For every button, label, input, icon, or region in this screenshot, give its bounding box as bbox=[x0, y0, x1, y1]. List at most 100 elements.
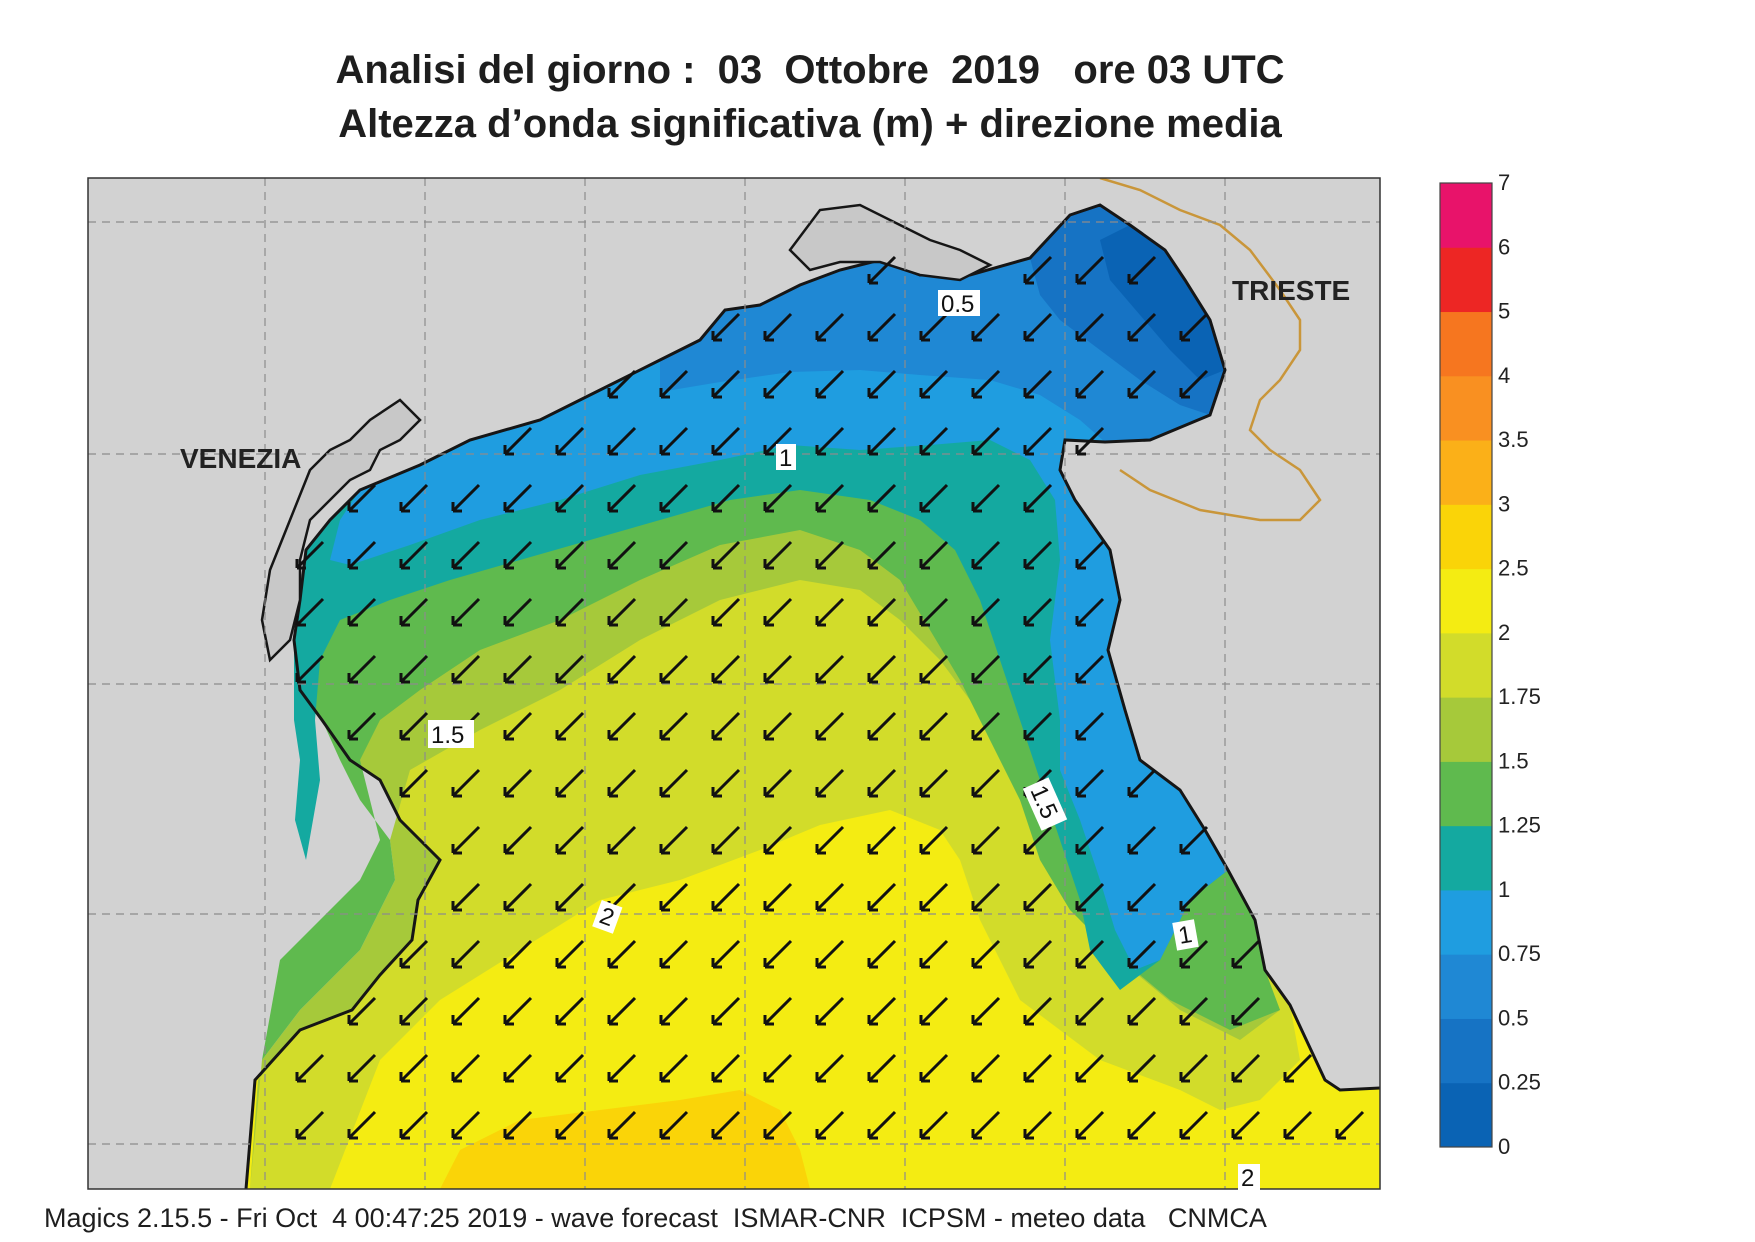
wave-arrow bbox=[1075, 1053, 1105, 1083]
wave-arrow bbox=[763, 483, 793, 513]
wave-arrow bbox=[1075, 369, 1105, 399]
legend-swatch bbox=[1440, 183, 1492, 248]
legend-level-label: 6 bbox=[1498, 234, 1510, 259]
wave-arrow bbox=[971, 882, 1001, 912]
wave-arrow bbox=[555, 711, 585, 741]
wave-arrow bbox=[867, 369, 897, 399]
footer-credits: Magics 2.15.5 - Fri Oct 4 00:47:25 2019 … bbox=[44, 1203, 1267, 1233]
wave-arrow bbox=[1023, 312, 1053, 342]
legend-swatch bbox=[1440, 761, 1492, 827]
wave-arrow bbox=[659, 1110, 689, 1140]
wave-arrow bbox=[1075, 996, 1105, 1026]
wave-arrow bbox=[815, 597, 845, 627]
wave-arrow bbox=[763, 654, 793, 684]
wave-arrow bbox=[815, 312, 845, 342]
wave-arrow bbox=[1127, 369, 1157, 399]
wave-arrow bbox=[659, 711, 689, 741]
wave-arrow bbox=[815, 369, 845, 399]
wave-arrow bbox=[659, 996, 689, 1026]
wave-arrow bbox=[971, 654, 1001, 684]
wave-arrow bbox=[1127, 825, 1157, 855]
wave-arrow bbox=[607, 540, 637, 570]
wave-arrow bbox=[971, 1110, 1001, 1140]
wave-arrow bbox=[867, 312, 897, 342]
legend-level-label: 0.5 bbox=[1498, 1005, 1529, 1030]
wave-arrow bbox=[555, 939, 585, 969]
wave-arrow bbox=[763, 711, 793, 741]
wave-arrow bbox=[867, 1110, 897, 1140]
wave-arrow bbox=[919, 369, 949, 399]
wave-arrow bbox=[503, 1053, 533, 1083]
contour-labels: 0.5 1 1.5 1.5 2 1 2 bbox=[428, 290, 1260, 1192]
wave-arrow bbox=[711, 1053, 741, 1083]
wave-arrow bbox=[1075, 882, 1105, 912]
wave-arrow bbox=[971, 369, 1001, 399]
wave-arrow bbox=[763, 768, 793, 798]
wave-arrow bbox=[295, 654, 325, 684]
wave-arrow bbox=[1023, 255, 1053, 285]
wave-arrow bbox=[1179, 882, 1209, 912]
wave-arrow bbox=[1075, 1110, 1105, 1140]
legend-swatch bbox=[1440, 825, 1492, 891]
wave-arrow bbox=[399, 483, 429, 513]
wave-arrow bbox=[347, 996, 377, 1026]
wave-arrow bbox=[555, 1110, 585, 1140]
wave-arrow bbox=[919, 711, 949, 741]
wave-arrow bbox=[1075, 426, 1105, 456]
wave-arrow bbox=[919, 654, 949, 684]
country-border bbox=[1099, 178, 1322, 522]
wave-arrow bbox=[867, 483, 897, 513]
wave-arrow bbox=[607, 1053, 637, 1083]
wave-arrow bbox=[763, 312, 793, 342]
wave-arrow bbox=[607, 825, 637, 855]
wave-arrow bbox=[399, 540, 429, 570]
wave-arrow bbox=[867, 996, 897, 1026]
wave-arrow bbox=[711, 711, 741, 741]
venice-lagoon bbox=[260, 398, 422, 663]
legend-level-label: 2 bbox=[1498, 620, 1510, 645]
wave-arrow bbox=[711, 597, 741, 627]
wave-arrow bbox=[919, 768, 949, 798]
wave-arrow bbox=[399, 768, 429, 798]
wave-arrow bbox=[399, 1110, 429, 1140]
wave-height-legend: 0 0.25 0.5 0.75 1 1.25 1.5 1.75 2 2.5 3 3.5 4 5 6 7 bbox=[1439, 170, 1541, 1159]
wave-arrow bbox=[919, 312, 949, 342]
wave-arrow bbox=[347, 597, 377, 627]
wave-arrow bbox=[607, 996, 637, 1026]
wave-arrow bbox=[763, 939, 793, 969]
contour-label: 1.5 bbox=[431, 722, 464, 749]
wave-arrow bbox=[1023, 825, 1053, 855]
wave-arrow bbox=[971, 312, 1001, 342]
legend-swatch bbox=[1440, 1082, 1492, 1148]
wave-arrow bbox=[711, 1110, 741, 1140]
legend-level-label: 1.5 bbox=[1498, 748, 1529, 773]
wave-arrow bbox=[659, 540, 689, 570]
wave-arrow bbox=[1023, 426, 1053, 456]
wave-arrow bbox=[503, 825, 533, 855]
wave-arrow bbox=[1023, 996, 1053, 1026]
wave-arrow bbox=[1127, 255, 1157, 285]
wave-arrow bbox=[919, 825, 949, 855]
wave-arrow bbox=[971, 597, 1001, 627]
wave-arrow bbox=[711, 996, 741, 1026]
wave-direction-arrows bbox=[295, 255, 1365, 1140]
legend-swatch bbox=[1440, 889, 1492, 955]
wave-arrow bbox=[503, 711, 533, 741]
wave-arrow bbox=[1231, 1053, 1261, 1083]
legend-frame bbox=[1439, 182, 1493, 1148]
wave-arrow bbox=[295, 540, 325, 570]
wave-arrow bbox=[555, 654, 585, 684]
wave-arrow bbox=[659, 882, 689, 912]
city-label-trieste: TRIESTE bbox=[1232, 275, 1350, 306]
wave-arrow bbox=[1179, 1110, 1209, 1140]
wave-arrow bbox=[295, 597, 325, 627]
wave-arrow bbox=[763, 426, 793, 456]
wave-arrow bbox=[763, 597, 793, 627]
wave-arrow bbox=[1075, 654, 1105, 684]
wave-arrow bbox=[607, 426, 637, 456]
wave-arrow bbox=[815, 1110, 845, 1140]
wave-arrow bbox=[1023, 483, 1053, 513]
wave-arrow bbox=[919, 939, 949, 969]
wave-arrow bbox=[867, 711, 897, 741]
